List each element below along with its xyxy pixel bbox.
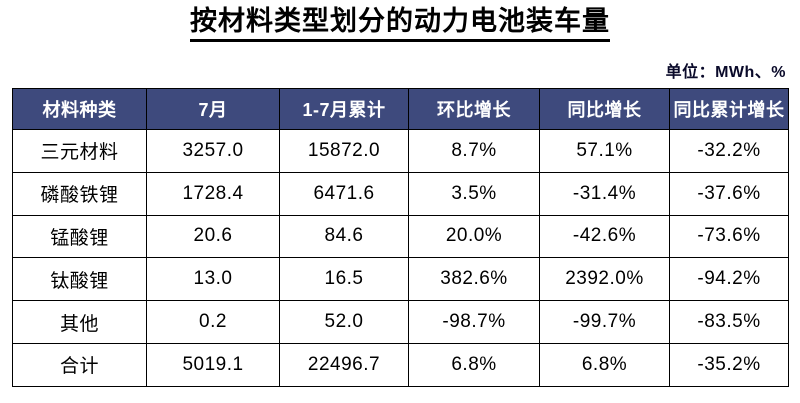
- cell-july: 20.6: [146, 214, 280, 259]
- cell-yoy: -99.7%: [539, 300, 670, 344]
- header-cell-july: 7月: [146, 88, 280, 130]
- cell-material: 其他: [12, 300, 147, 344]
- table-header-row: 材料种类 7月 1-7月累计 环比增长 同比增长 同比累计增长: [12, 88, 789, 130]
- cell-material: 合计: [12, 342, 147, 387]
- cell-cumulative: 22496.7: [279, 342, 409, 387]
- cell-yoy-cumulative: -94.2%: [669, 257, 789, 302]
- page-title: 按材料类型划分的动力电池装车量: [190, 6, 610, 43]
- table-row-ternary: 三元材料 3257.0 15872.0 8.7% 57.1% -32.2%: [12, 129, 789, 173]
- cell-cumulative: 84.6: [279, 214, 409, 259]
- header-cell-yoy-growth: 同比增长: [539, 88, 670, 130]
- cell-material: 三元材料: [12, 129, 147, 173]
- header-cell-jan-jul-cumulative: 1-7月累计: [279, 88, 409, 130]
- table-row-lmo: 锰酸锂 20.6 84.6 20.0% -42.6% -73.6%: [12, 214, 789, 259]
- cell-yoy: -31.4%: [539, 171, 670, 216]
- cell-cumulative: 6471.6: [279, 171, 409, 216]
- cell-july: 13.0: [146, 257, 280, 302]
- cell-mom: -98.7%: [408, 300, 540, 344]
- cell-cumulative: 52.0: [279, 300, 409, 344]
- header-cell-material-type: 材料种类: [12, 88, 147, 130]
- table-row-total: 合计 5019.1 22496.7 6.8% 6.8% -35.2%: [12, 342, 789, 387]
- cell-july: 5019.1: [146, 342, 280, 387]
- cell-july: 3257.0: [146, 129, 280, 173]
- cell-yoy-cumulative: -35.2%: [669, 342, 789, 387]
- cell-mom: 6.8%: [408, 342, 540, 387]
- cell-yoy: -42.6%: [539, 214, 670, 259]
- cell-cumulative: 15872.0: [279, 129, 409, 173]
- table-row-lto: 钛酸锂 13.0 16.5 382.6% 2392.0% -94.2%: [12, 257, 789, 302]
- cell-mom: 20.0%: [408, 214, 540, 259]
- cell-mom: 3.5%: [408, 171, 540, 216]
- cell-july: 0.2: [146, 300, 280, 344]
- cell-material: 磷酸铁锂: [12, 171, 147, 216]
- unit-label: 单位：MWh、%: [665, 64, 786, 81]
- header-cell-yoy-cumulative-growth: 同比累计增长: [669, 88, 789, 130]
- table-row-other: 其他 0.2 52.0 -98.7% -99.7% -83.5%: [12, 300, 789, 344]
- cell-mom: 382.6%: [408, 257, 540, 302]
- cell-yoy: 6.8%: [539, 342, 670, 387]
- cell-yoy-cumulative: -73.6%: [669, 214, 789, 259]
- cell-yoy-cumulative: -37.6%: [669, 171, 789, 216]
- cell-material: 钛酸锂: [12, 257, 147, 302]
- battery-material-table: 材料种类 7月 1-7月累计 环比增长 同比增长 同比累计增长 三元材料 325…: [12, 88, 789, 387]
- title-container: 按材料类型划分的动力电池装车量: [0, 6, 800, 43]
- cell-yoy-cumulative: -83.5%: [669, 300, 789, 344]
- cell-yoy: 57.1%: [539, 129, 670, 173]
- cell-material: 锰酸锂: [12, 214, 147, 259]
- cell-july: 1728.4: [146, 171, 280, 216]
- table-row-lfp: 磷酸铁锂 1728.4 6471.6 3.5% -31.4% -37.6%: [12, 171, 789, 216]
- cell-cumulative: 16.5: [279, 257, 409, 302]
- header-cell-mom-growth: 环比增长: [408, 88, 540, 130]
- cell-mom: 8.7%: [408, 129, 540, 173]
- cell-yoy-cumulative: -32.2%: [669, 129, 789, 173]
- cell-yoy: 2392.0%: [539, 257, 670, 302]
